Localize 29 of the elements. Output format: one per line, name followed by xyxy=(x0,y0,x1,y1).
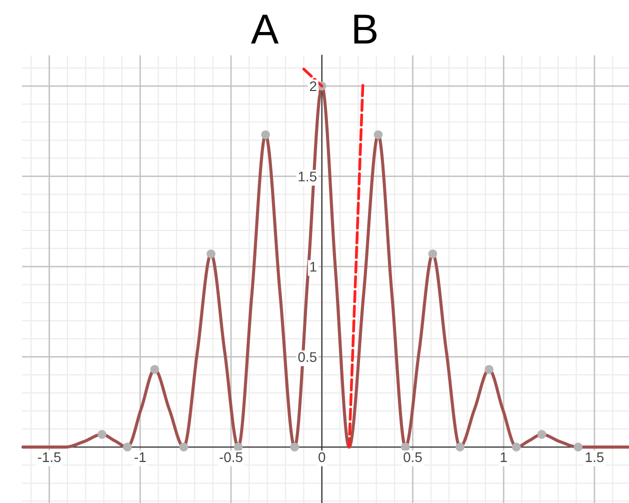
x-tick-label: 1.5 xyxy=(586,452,604,462)
x-tick-label: -0.5 xyxy=(220,452,242,462)
point xyxy=(179,442,188,452)
point xyxy=(401,442,410,452)
annotation: B xyxy=(354,14,377,44)
point xyxy=(150,365,160,374)
point xyxy=(234,442,243,452)
point xyxy=(512,442,521,452)
y-tick-label: 2 xyxy=(310,81,316,92)
point xyxy=(206,250,216,258)
point xyxy=(484,365,494,374)
point xyxy=(456,442,464,452)
point xyxy=(98,430,106,439)
point xyxy=(374,130,383,140)
point xyxy=(123,442,132,452)
point xyxy=(428,250,438,258)
point xyxy=(537,430,546,439)
point xyxy=(261,130,270,140)
x-tick-label: -1 xyxy=(134,452,146,462)
x-tick-label: 0 xyxy=(318,452,326,462)
x-tick-label: 1 xyxy=(500,452,507,462)
y-tick-label: 1.5 xyxy=(298,172,316,182)
annotation: A xyxy=(250,14,279,44)
y-tick-label: 0.5 xyxy=(298,352,316,362)
y-tick-label: 1 xyxy=(310,262,316,272)
point xyxy=(574,442,583,452)
x-tick-label: 0.5 xyxy=(404,452,422,462)
x-tick-label: -1.5 xyxy=(38,452,61,462)
point xyxy=(290,442,300,452)
